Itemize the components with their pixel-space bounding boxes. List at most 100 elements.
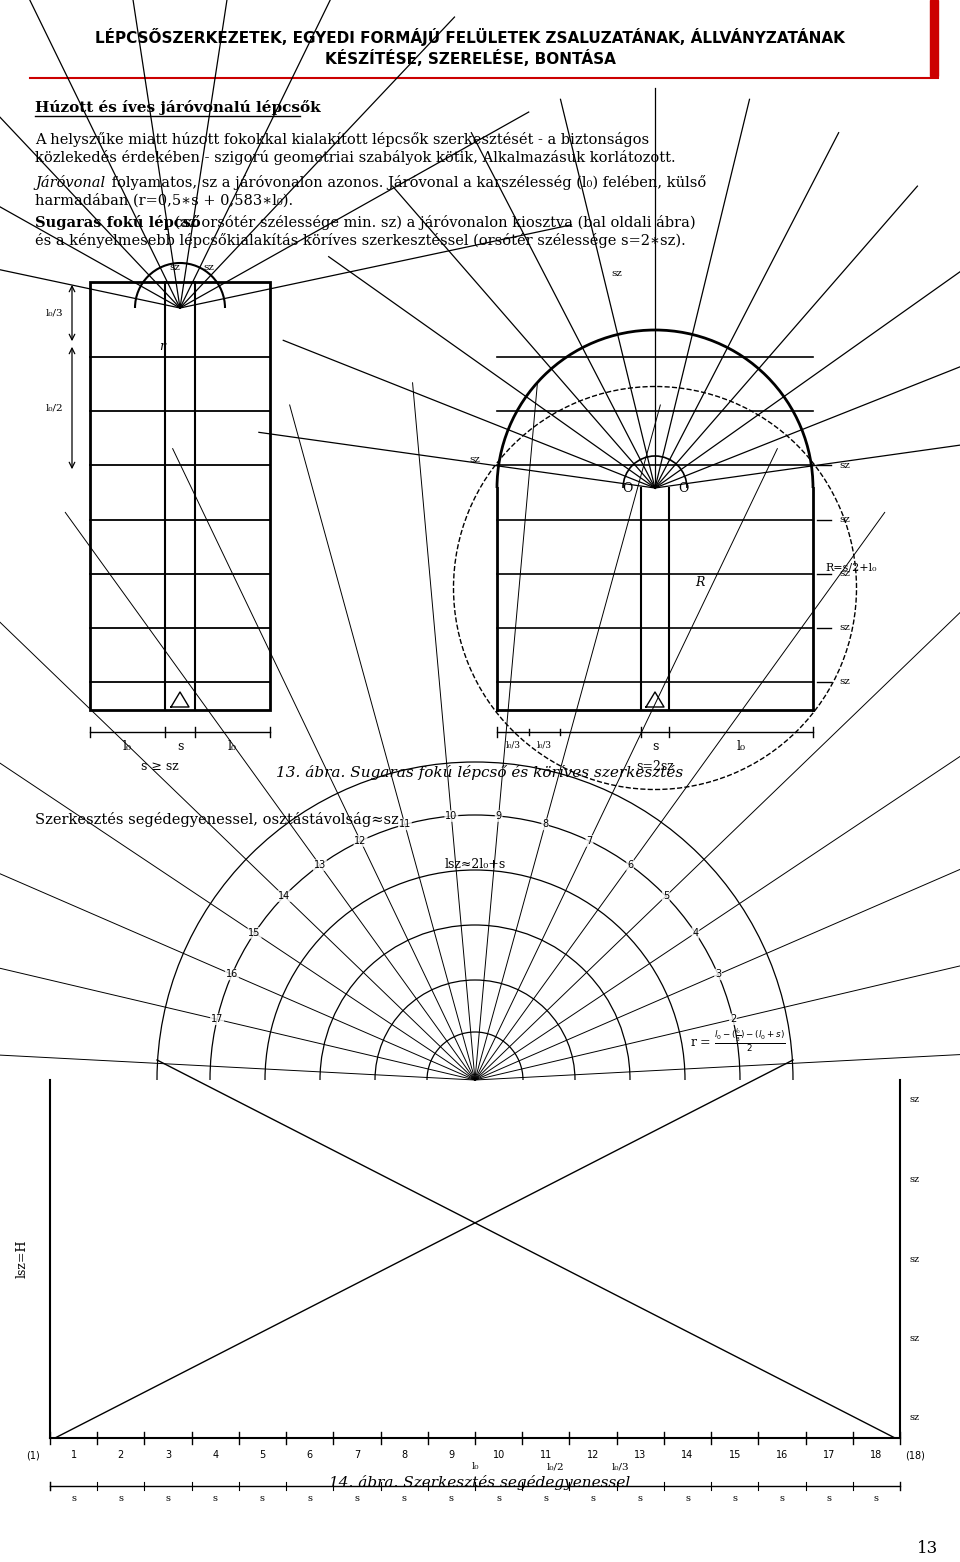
Text: s: s — [590, 1493, 595, 1503]
Text: sz: sz — [839, 569, 850, 578]
Text: s: s — [165, 1493, 171, 1503]
Text: l₀/3: l₀/3 — [612, 1462, 629, 1471]
Text: 2: 2 — [118, 1450, 124, 1460]
Text: sz: sz — [839, 678, 850, 687]
Text: s: s — [354, 1493, 359, 1503]
Text: 13: 13 — [635, 1450, 646, 1460]
Text: l₀: l₀ — [123, 740, 132, 753]
Text: sz: sz — [839, 623, 850, 633]
Text: s: s — [496, 1493, 501, 1503]
Text: r: r — [159, 339, 165, 353]
Text: s: s — [307, 1493, 312, 1503]
Text: 3: 3 — [165, 1450, 171, 1460]
Text: l₀/2: l₀/2 — [546, 1462, 564, 1471]
Text: sz: sz — [910, 1095, 920, 1104]
Text: 8: 8 — [542, 820, 548, 829]
Text: s: s — [71, 1493, 76, 1503]
Text: 14. ábra. Szerkesztés segédegyenessel: 14. ábra. Szerkesztés segédegyenessel — [329, 1475, 631, 1490]
Text: 5: 5 — [259, 1450, 266, 1460]
Text: R=s/2+l₀: R=s/2+l₀ — [825, 562, 876, 573]
Text: l₀: l₀ — [471, 1462, 479, 1471]
Text: (18): (18) — [905, 1450, 924, 1460]
Text: s: s — [118, 1493, 123, 1503]
Text: s: s — [652, 740, 659, 753]
Text: 7: 7 — [587, 836, 592, 847]
Text: sz: sz — [910, 1414, 920, 1423]
Text: O: O — [678, 481, 688, 495]
Text: (1): (1) — [26, 1450, 40, 1460]
Text: 10: 10 — [445, 811, 458, 822]
Text: l₀/3: l₀/3 — [45, 309, 62, 317]
Text: s ≥ sz: s ≥ sz — [141, 761, 179, 773]
Text: sz: sz — [469, 456, 480, 464]
Text: 1: 1 — [70, 1450, 77, 1460]
Text: sz: sz — [839, 515, 850, 523]
Text: s: s — [685, 1493, 690, 1503]
Text: l₀/3: l₀/3 — [505, 740, 520, 750]
Text: R: R — [695, 576, 705, 589]
Text: lsz=H: lsz=H — [15, 1240, 29, 1278]
Text: sz: sz — [839, 461, 850, 470]
Text: 14: 14 — [278, 890, 290, 901]
Text: A helyszűke miatt húzott fokokkal kialakított lépcsők szerkesztését - a biztonsá: A helyszűke miatt húzott fokokkal kialak… — [35, 133, 649, 147]
Text: 14: 14 — [682, 1450, 694, 1460]
Text: 4: 4 — [692, 928, 699, 937]
Text: s: s — [449, 1493, 454, 1503]
Text: Szerkesztés segédegyenessel, osztástávolság≈sz: Szerkesztés segédegyenessel, osztástávol… — [35, 812, 398, 826]
Text: Járóvonal: Járóvonal — [35, 175, 106, 191]
Text: 7: 7 — [354, 1450, 360, 1460]
Text: s: s — [637, 1493, 643, 1503]
Text: 6: 6 — [627, 861, 634, 870]
Text: 12: 12 — [354, 836, 367, 847]
Text: 12: 12 — [587, 1450, 599, 1460]
Text: 11: 11 — [398, 820, 411, 829]
Text: KÉSZÍTÉSE, SZERELÉSE, BONTÁSA: KÉSZÍTÉSE, SZERELÉSE, BONTÁSA — [324, 50, 615, 67]
Text: 15: 15 — [249, 928, 261, 937]
Text: 8: 8 — [401, 1450, 407, 1460]
Text: 17: 17 — [211, 1014, 224, 1025]
Text: 10: 10 — [492, 1450, 505, 1460]
Text: Sugaras fokú lépcső: Sugaras fokú lépcső — [35, 216, 201, 230]
Text: 9: 9 — [448, 1450, 454, 1460]
Text: s: s — [874, 1493, 879, 1503]
Text: sz: sz — [204, 262, 214, 272]
Text: s: s — [827, 1493, 831, 1503]
Text: sz: sz — [910, 1334, 920, 1343]
Text: sz: sz — [612, 270, 622, 278]
Text: LÉPCSŐSZERKEZETEK, EGYEDI FORMÁJÚ FELÜLETEK ZSALUZATÁNAK, ÁLLVÁNYZATÁNAK: LÉPCSŐSZERKEZETEK, EGYEDI FORMÁJÚ FELÜLE… — [95, 28, 845, 45]
Text: r = $\frac{l_0 - (\frac{l_0}{3}) - (l_0+s)}{2}$: r = $\frac{l_0 - (\frac{l_0}{3}) - (l_0+… — [690, 1026, 785, 1054]
Text: 17: 17 — [823, 1450, 835, 1460]
Text: s: s — [213, 1493, 218, 1503]
Text: sz: sz — [910, 1254, 920, 1264]
Text: 6: 6 — [306, 1450, 313, 1460]
Text: s: s — [780, 1493, 784, 1503]
Text: 11: 11 — [540, 1450, 552, 1460]
Text: s: s — [732, 1493, 737, 1503]
Text: lsz≈2l₀+s: lsz≈2l₀+s — [444, 858, 506, 872]
Text: l₀: l₀ — [736, 740, 746, 753]
Text: 9: 9 — [495, 811, 502, 822]
Text: közlekedés érdekében - szigorú geometriai szabályok kötik, Alkalmazásuk korlátoz: közlekedés érdekében - szigorú geometria… — [35, 150, 676, 166]
Text: s=2sz: s=2sz — [636, 761, 674, 773]
Text: 16: 16 — [776, 1450, 788, 1460]
Text: sz: sz — [170, 262, 180, 272]
Text: l₀/2: l₀/2 — [45, 403, 62, 412]
Text: l₀: l₀ — [228, 740, 237, 753]
Text: 5: 5 — [662, 890, 669, 901]
Text: és a kényelmesebb lépcsőkialakítás köríves szerkesztéssel (orsótér szélessége s=: és a kényelmesebb lépcsőkialakítás körív… — [35, 233, 685, 248]
Bar — [930, 0, 938, 77]
Text: s: s — [177, 740, 183, 753]
Text: 15: 15 — [729, 1450, 741, 1460]
Text: 18: 18 — [871, 1450, 882, 1460]
Text: 13: 13 — [918, 1540, 939, 1557]
Text: harmadában (r=0,5∗s + 0,583∗l₀).: harmadában (r=0,5∗s + 0,583∗l₀). — [35, 194, 293, 208]
Text: 2: 2 — [730, 1014, 736, 1025]
Text: Húzott és íves járóvonalú lépcsők: Húzott és íves járóvonalú lépcsők — [35, 100, 321, 116]
Text: folyamatos, sz a járóvonalon azonos. Járóvonal a karszélesség (l₀) felében, küls: folyamatos, sz a járóvonalon azonos. Jár… — [107, 175, 707, 191]
Bar — [90, 283, 270, 711]
Text: s: s — [401, 1493, 407, 1503]
Text: 4: 4 — [212, 1450, 218, 1460]
Text: s: s — [543, 1493, 548, 1503]
Text: 13. ábra. Sugaras fokú lépcső és köríves szerkesztés: 13. ábra. Sugaras fokú lépcső és köríves… — [276, 765, 684, 779]
Text: (az orsótér szélessége min. sz) a járóvonalon kiosztva (bal oldali ábra): (az orsótér szélessége min. sz) a járóvo… — [170, 216, 696, 230]
